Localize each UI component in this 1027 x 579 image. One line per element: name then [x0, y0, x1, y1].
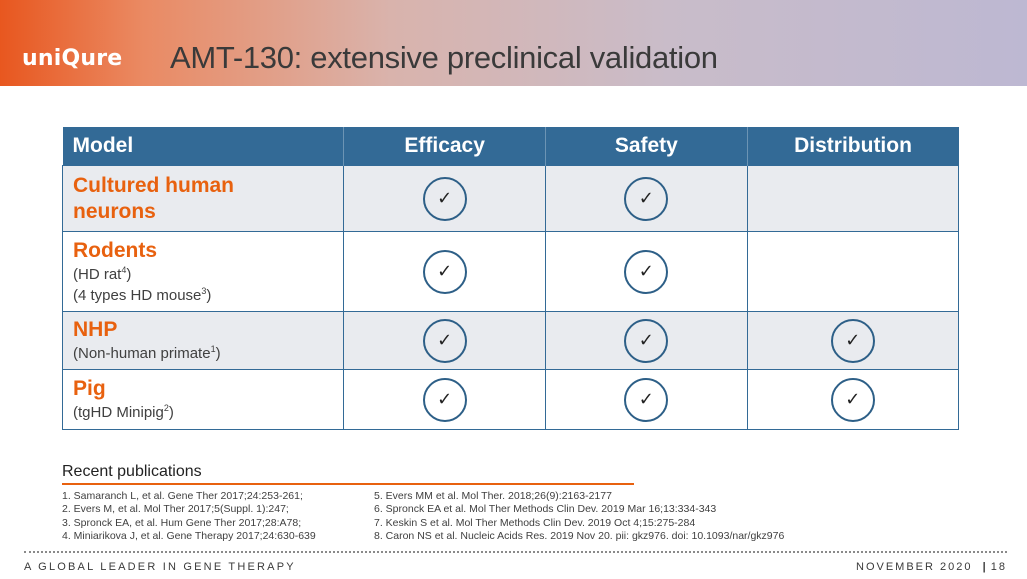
footer-date: NOVEMBER 2020: [856, 561, 973, 573]
check-circle-icon: ✓: [624, 377, 669, 422]
model-detail-close: ): [168, 404, 174, 421]
slide-title: AMT-130: extensive preclinical validatio…: [170, 40, 718, 75]
footer-date-page: NOVEMBER 2020 | 18: [856, 561, 1007, 573]
check-circle-icon: ✓: [422, 377, 467, 422]
publication-item: 7. Keskin S et al. Mol Ther Methods Clin…: [374, 516, 696, 529]
footer-tagline: A GLOBAL LEADER IN GENE THERAPY: [24, 561, 296, 573]
model-detail-close: ): [215, 345, 221, 362]
check-circle-icon: ✓: [830, 377, 875, 422]
reference-superscript: 1: [210, 344, 216, 354]
table-body: Cultured human neurons ✓ ✓ Rodents (HD rat4)…: [61, 165, 960, 430]
safety-cell: ✓: [545, 165, 748, 232]
model-detail: (HD rat4): [73, 264, 343, 285]
model-name: Rodents: [73, 238, 157, 262]
safety-cell: ✓: [545, 231, 748, 312]
model-cell: Cultured human neurons: [61, 165, 345, 232]
table-header-row: Model Efficacy Safety Distribution: [62, 127, 959, 166]
publications-heading: Recent publications: [62, 463, 202, 480]
table-row: Cultured human neurons ✓ ✓: [61, 165, 960, 232]
publication-item: 8. Caron NS et al. Nucleic Acids Res. 20…: [374, 530, 785, 543]
check-circle-icon: ✓: [624, 318, 669, 363]
model-detail-close: ): [206, 286, 212, 304]
company-logo: uniQure: [22, 46, 123, 71]
column-header-safety: Safety: [545, 127, 748, 166]
validation-table: Model Efficacy Safety Distribution Cultu…: [61, 127, 960, 430]
reference-superscript: 4: [121, 264, 127, 275]
distribution-cell: [746, 165, 960, 232]
publication-item: 3. Spronck EA, et al. Hum Gene Ther 2017…: [62, 516, 302, 529]
publication-item: 6. Spronck EA et al. Mol Ther Methods Cl…: [374, 503, 717, 516]
publication-item: 2. Evers M, et al. Mol Ther 2017;5(Suppl…: [62, 503, 289, 516]
model-detail-text: (tgHD Minipig: [73, 404, 164, 421]
footer-divider: [24, 551, 1007, 553]
model-name: NHP: [73, 318, 118, 341]
model-detail: (tgHD Minipig2): [73, 402, 343, 423]
check-circle-icon: ✓: [624, 176, 669, 221]
model-detail-close: ): [126, 265, 132, 283]
model-cell: Rodents (HD rat4) (4 types HD mouse3): [61, 231, 345, 312]
reference-superscript: 2: [163, 403, 169, 413]
page-number: 18: [990, 561, 1007, 573]
publication-item: 5. Evers MM et al. Mol Ther. 2018;26(9):…: [374, 490, 612, 502]
column-header-model: Model: [62, 127, 345, 166]
publications-divider: [62, 483, 634, 485]
efficacy-cell: ✓: [343, 311, 547, 370]
check-circle-icon: ✓: [830, 318, 875, 363]
check-circle-icon: ✓: [624, 249, 669, 294]
model-cell: NHP (Non-human primate1): [61, 311, 345, 370]
safety-cell: ✓: [545, 311, 748, 370]
model-detail-text: (Non-human primate: [73, 345, 211, 362]
model-cell: Pig (tgHD Minipig2): [61, 369, 345, 430]
distribution-cell: [746, 231, 960, 312]
efficacy-cell: ✓: [343, 231, 547, 312]
publications-list-right: 5. Evers MM et al. Mol Ther. 2018;26(9):…: [374, 490, 784, 544]
efficacy-cell: ✓: [343, 165, 547, 232]
efficacy-cell: ✓: [343, 369, 547, 430]
model-detail: (4 types HD mouse3): [73, 285, 343, 306]
model-detail-text: (HD rat: [73, 265, 122, 283]
model-name: Pig: [73, 377, 106, 400]
model-detail-text: (4 types HD mouse: [73, 286, 202, 304]
header-banner: [0, 0, 1027, 86]
publications-list-left: 1. Samaranch L, et al. Gene Ther 2017;24…: [62, 490, 316, 544]
check-circle-icon: ✓: [422, 249, 467, 294]
table-row: Rodents (HD rat4) (4 types HD mouse3) ✓ ✓: [61, 231, 960, 312]
publication-item: 1. Samaranch L, et al. Gene Ther 2017;24…: [62, 490, 303, 502]
distribution-cell: ✓: [746, 369, 960, 430]
check-circle-icon: ✓: [422, 176, 467, 221]
publication-item: 4. Miniarikova J, et al. Gene Therapy 20…: [62, 530, 316, 543]
column-header-distribution: Distribution: [747, 127, 959, 166]
footer-separator: |: [982, 561, 986, 573]
reference-superscript: 3: [201, 285, 207, 296]
table-row: NHP (Non-human primate1) ✓ ✓ ✓: [61, 311, 960, 370]
column-header-efficacy: Efficacy: [343, 127, 547, 166]
check-circle-icon: ✓: [422, 318, 467, 363]
model-name: Cultured human neurons: [73, 173, 234, 223]
safety-cell: ✓: [545, 369, 748, 430]
distribution-cell: ✓: [746, 311, 960, 370]
table-row: Pig (tgHD Minipig2) ✓ ✓ ✓: [61, 369, 960, 430]
model-detail: (Non-human primate1): [73, 343, 343, 364]
